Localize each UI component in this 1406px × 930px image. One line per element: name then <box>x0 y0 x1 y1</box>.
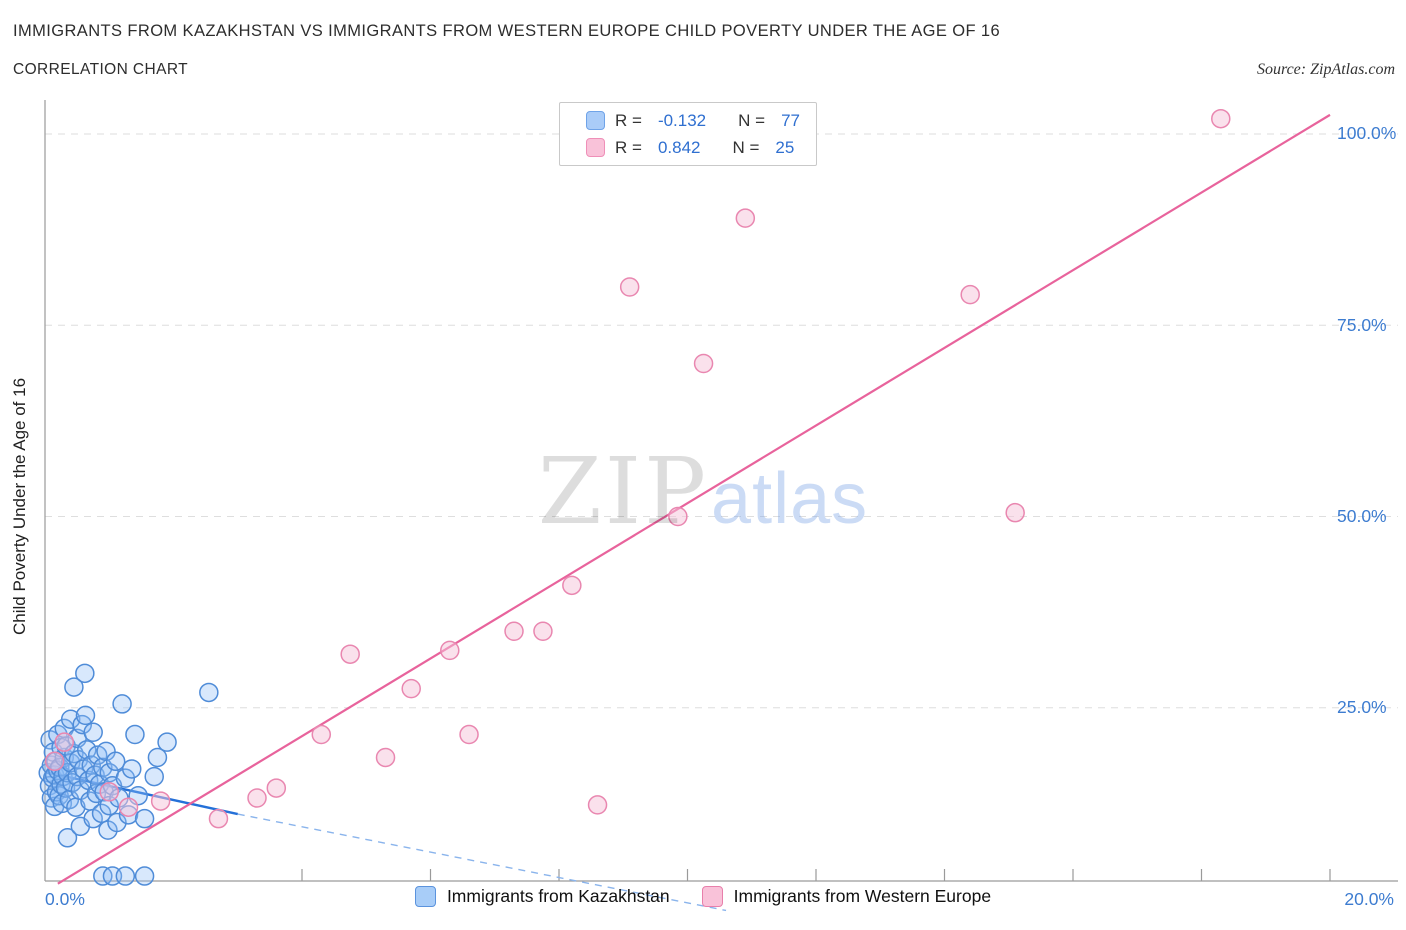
western_europe-data-point[interactable] <box>504 621 524 641</box>
kazakhstan-data-point[interactable] <box>64 677 84 697</box>
y-tick-label-50: 50.0% <box>1337 506 1387 526</box>
kazakhstan-data-point[interactable] <box>107 812 127 833</box>
kazakhstan-trend-dashed <box>237 813 727 912</box>
kazakhstan-data-point[interactable] <box>147 747 168 768</box>
western-europe-legend-label: Immigrants from Western Europe <box>733 886 992 906</box>
series-legend: Immigrants from Kazakhstan Immigrants fr… <box>0 886 1406 907</box>
correlation-legend-row-kazakhstan: R = -0.132 N = 77 <box>586 111 816 131</box>
y-tick-label-100: 100.0% <box>1337 123 1397 143</box>
kazakhstan-data-point[interactable] <box>91 803 112 824</box>
correlation-legend-row-western-europe: R = 0.842 N = 25 <box>586 138 816 158</box>
source-credit[interactable]: Source: ZipAtlas.com <box>1256 61 1395 78</box>
n-value: 25 <box>775 137 795 157</box>
western_europe-data-point[interactable] <box>533 621 553 641</box>
western-europe-trend <box>57 113 1331 885</box>
kazakhstan-data-point[interactable] <box>60 709 81 729</box>
series-legend-item-western-europe: Immigrants from Western Europe <box>701 886 992 907</box>
western_europe-data-point[interactable] <box>44 751 65 772</box>
western_europe-data-point[interactable] <box>1211 108 1231 129</box>
western_europe-data-point[interactable] <box>440 640 460 661</box>
kazakhstan-swatch-icon <box>586 111 605 130</box>
correlation-legend: R = -0.132 N = 77 R = 0.842 N = 25 <box>559 102 817 166</box>
kazakhstan-data-point[interactable] <box>134 866 155 886</box>
kazakhstan-points <box>38 663 219 886</box>
n-label: N = <box>738 110 766 130</box>
y-tick-label-75: 75.0% <box>1337 315 1387 335</box>
western_europe-points <box>44 108 1231 829</box>
kazakhstan-data-point[interactable] <box>112 694 132 714</box>
western-europe-legend-swatch-icon <box>701 886 723 907</box>
western_europe-data-point[interactable] <box>693 353 714 374</box>
western_europe-data-point[interactable] <box>668 506 688 527</box>
kazakhstan-data-point[interactable] <box>125 724 145 745</box>
kazakhstan-data-point[interactable] <box>157 732 177 752</box>
western_europe-data-point[interactable] <box>118 797 139 817</box>
western_europe-data-point[interactable] <box>562 575 582 596</box>
western_europe-data-point[interactable] <box>619 277 640 297</box>
axes <box>44 100 1398 882</box>
r-label: R = <box>615 137 642 157</box>
western_europe-data-point[interactable] <box>1005 502 1025 523</box>
n-label: N = <box>732 137 760 157</box>
western_europe-data-point[interactable] <box>208 808 229 829</box>
gridlines <box>45 133 1398 709</box>
x-tick-label-min: 0.0% <box>45 889 85 909</box>
kazakhstan-data-point[interactable] <box>199 682 219 703</box>
kazakhstan-trend-solid <box>44 770 239 816</box>
western_europe-data-point[interactable] <box>735 208 756 228</box>
kazakhstan-data-point[interactable] <box>77 740 97 760</box>
page-subtitle: CORRELATION CHART <box>13 61 189 78</box>
r-label: R = <box>615 110 642 130</box>
western_europe-data-point[interactable] <box>54 732 75 752</box>
western_europe-data-point[interactable] <box>247 788 267 808</box>
kazakhstan-data-point[interactable] <box>75 705 96 726</box>
r-value: -0.132 <box>657 110 707 130</box>
kazakhstan-data-point[interactable] <box>144 766 164 787</box>
r-value: 0.842 <box>657 137 701 157</box>
kazakhstan-data-point[interactable] <box>81 755 102 775</box>
kazakhstan-data-point[interactable] <box>121 759 142 779</box>
kazakhstan-data-point[interactable] <box>105 751 126 772</box>
page-title: IMMIGRANTS FROM KAZAKHSTAN VS IMMIGRANTS… <box>13 22 1001 40</box>
western_europe-data-point[interactable] <box>459 724 479 745</box>
western_europe-data-point[interactable] <box>340 644 360 664</box>
western_europe-data-point[interactable] <box>375 747 396 768</box>
y-axis-title: Child Poverty Under the Age of 16 <box>10 377 29 635</box>
western_europe-data-point[interactable] <box>266 778 287 798</box>
y-tick-label-25: 25.0% <box>1337 697 1387 717</box>
kazakhstan-data-point[interactable] <box>115 866 136 886</box>
western_europe-data-point[interactable] <box>99 782 119 802</box>
western_europe-data-point[interactable] <box>401 678 421 699</box>
western_europe-data-point[interactable] <box>311 724 332 745</box>
x-tick-label-max: 20.0% <box>1344 889 1394 909</box>
western_europe-data-point[interactable] <box>960 284 980 305</box>
kazakhstan-legend-swatch-icon <box>414 886 436 907</box>
n-value: 77 <box>781 110 800 130</box>
western_europe-data-point[interactable] <box>587 795 608 815</box>
kazakhstan-data-point[interactable] <box>134 808 155 829</box>
western-europe-swatch-icon <box>586 138 605 157</box>
series-legend-item-kazakhstan: Immigrants from Kazakhstan <box>414 886 670 907</box>
kazakhstan-legend-label: Immigrants from Kazakhstan <box>446 886 670 906</box>
kazakhstan-data-point[interactable] <box>75 663 95 684</box>
western_europe-data-point[interactable] <box>150 791 171 811</box>
kazakhstan-data-point[interactable] <box>83 722 103 742</box>
kazakhstan-data-point[interactable] <box>57 828 78 848</box>
